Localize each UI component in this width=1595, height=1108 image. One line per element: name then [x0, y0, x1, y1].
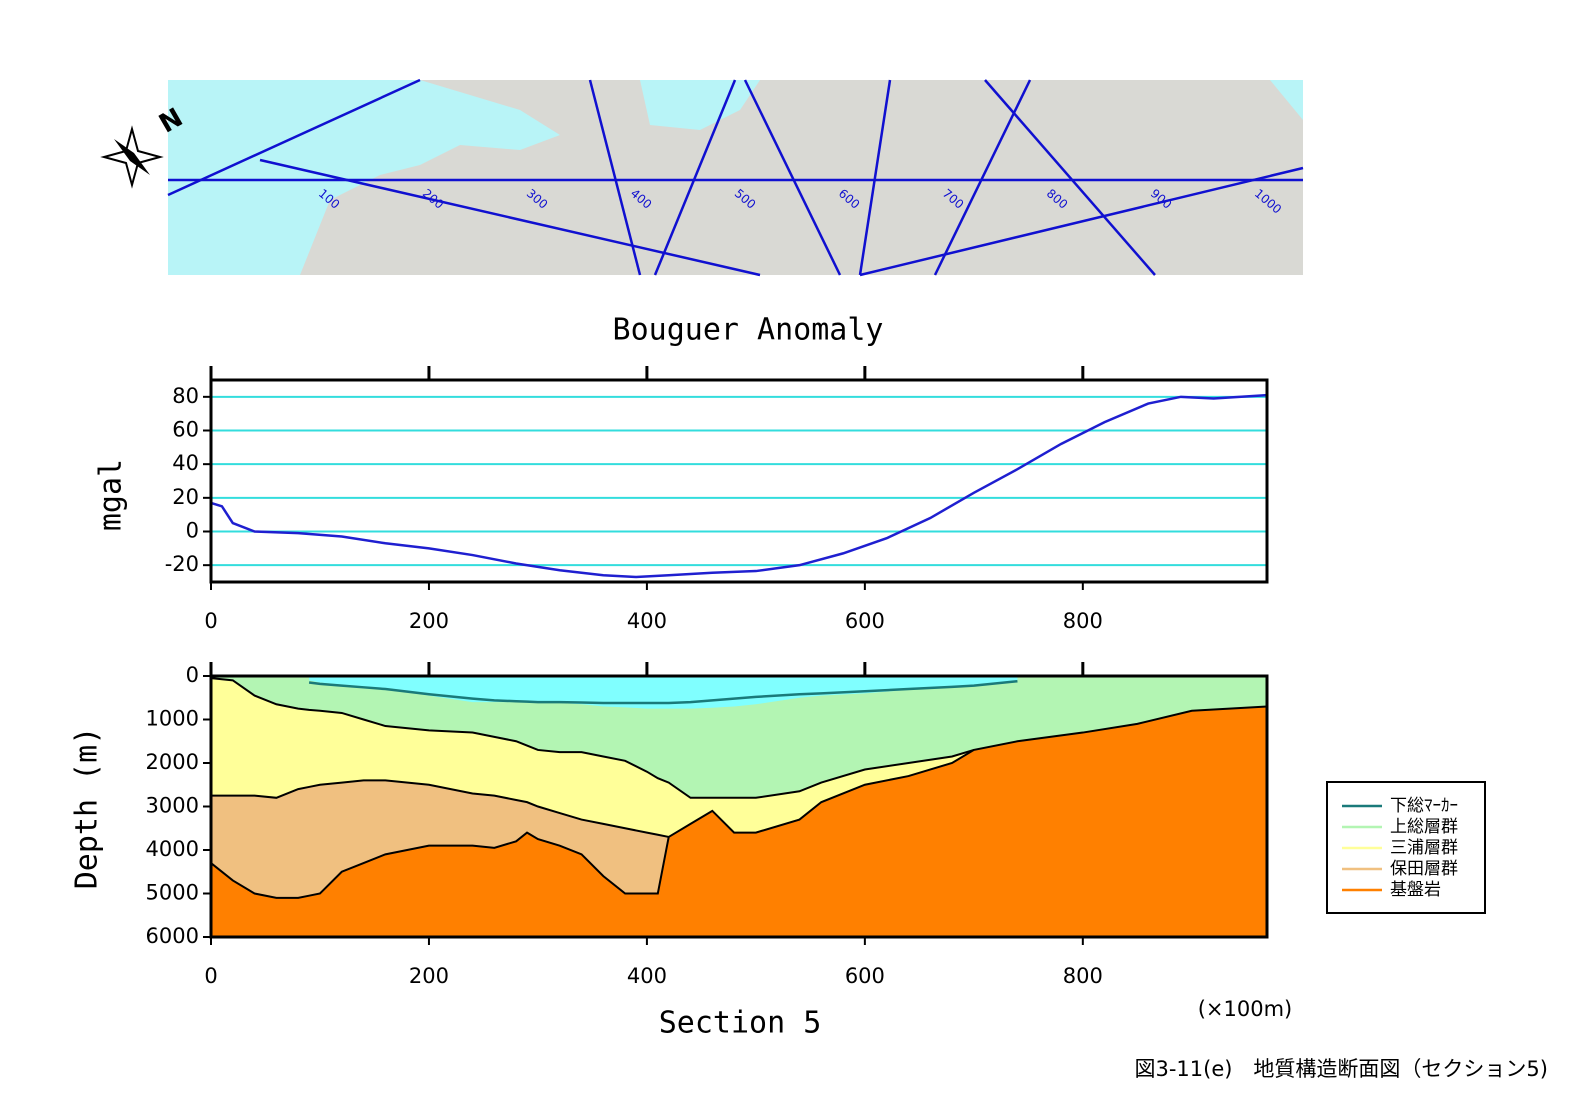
marker-line: [308, 679, 1018, 705]
legend-label: 基盤岩: [1390, 880, 1441, 900]
x-tick-label: 200: [409, 964, 449, 988]
x-tick-label: 800: [1063, 964, 1103, 988]
x-tick-label: 400: [627, 964, 667, 988]
x-tick-label: 0: [204, 964, 217, 988]
map-sea: [168, 80, 560, 275]
legend-label: 保田層群: [1390, 859, 1458, 879]
x-tick-label: 0: [204, 609, 217, 633]
y-axis-label: Depth (m): [70, 727, 105, 890]
legend-label: 三浦層群: [1390, 838, 1458, 858]
y-tick-label: 20: [172, 485, 199, 509]
plot-frame: [209, 674, 1269, 939]
y-tick-label: 0: [186, 519, 199, 543]
layer-area: [211, 706, 1267, 937]
x-tick-label: 600: [845, 964, 885, 988]
x-axis-unit: (×100m): [1198, 997, 1293, 1021]
legend-label: 上総層群: [1390, 817, 1458, 837]
y-axis-label: mgal: [94, 459, 129, 531]
map-sea: [1270, 80, 1303, 120]
x-tick-label: 800: [1063, 609, 1103, 633]
map-lines: [167, 78, 1304, 277]
layer-boundary: [210, 677, 975, 799]
legend-label: 下総ﾏｰｶｰ: [1390, 796, 1458, 816]
y-tick-label: 6000: [146, 924, 199, 948]
map: 100 200 300 400 500 600 700 800 900 1000 N: [100, 78, 1304, 277]
caption: 図3-11(e) 地質構造断面図（セクション5): [1134, 1057, 1548, 1081]
y-tick-label: -20: [165, 552, 199, 576]
y-tick-label: 1000: [146, 707, 199, 731]
x-tick-label: 600: [845, 609, 885, 633]
y-tick-label: 80: [172, 384, 199, 408]
y-tick-label: 40: [172, 451, 199, 475]
y-tick-label: 4000: [146, 837, 199, 861]
x-tick-label: 200: [409, 609, 449, 633]
y-tick-label: 5000: [146, 881, 199, 905]
y-tick-label: 3000: [146, 794, 199, 818]
x-axis-label: Section 5: [659, 1006, 822, 1041]
layer-boundary: [211, 779, 669, 838]
x-tick-label: 400: [627, 609, 667, 633]
plot-frame: [209, 378, 1269, 584]
y-tick-label: 60: [172, 418, 199, 442]
y-tick-label: 2000: [146, 750, 199, 774]
y-tick-label: 0: [186, 663, 199, 687]
data-line: [210, 393, 1268, 579]
chart-title: Bouguer Anomaly: [613, 313, 884, 348]
layer-boundary: [210, 705, 1268, 899]
